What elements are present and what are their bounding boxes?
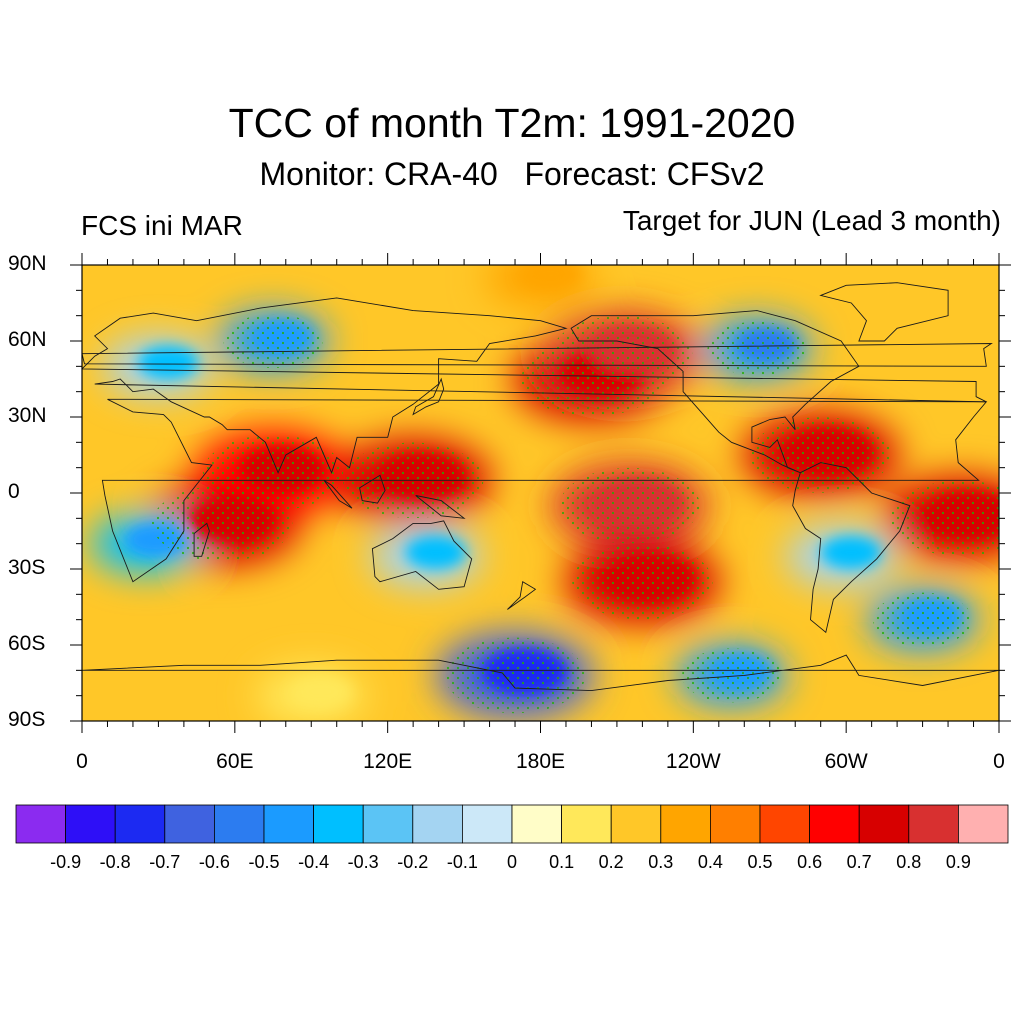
colorbar-label: 0.9 (945, 852, 971, 872)
axis-ticks (70, 253, 1011, 733)
field-core-australia (405, 535, 467, 569)
coastline-greenland (819, 282, 949, 342)
stipple-southern-ocean-atlantic (873, 592, 973, 647)
coastlines (82, 282, 999, 692)
stipple-canada (707, 321, 807, 376)
colorbar-label: 0.4 (697, 852, 723, 872)
colorbar-label: 0.2 (598, 852, 624, 872)
colorbar-label: 0.1 (549, 852, 575, 872)
colorbar-label: -0.6 (198, 852, 230, 872)
colorbar-label: 0.6 (797, 852, 823, 872)
figure-subtitle: Monitor: CRA-40 Forecast: CFSv2 (259, 156, 765, 192)
colorbar-label: -0.1 (446, 852, 478, 872)
colorbar-label: 0 (506, 852, 518, 872)
initial-month-label: FCS ini MAR (81, 210, 243, 241)
lat-label: 60N (8, 328, 47, 351)
lon-label: 180E (515, 750, 566, 773)
field-core-south-america (820, 535, 882, 569)
lon-label: 60E (216, 750, 254, 773)
lon-label: 0 (993, 750, 1005, 773)
lat-label: 30S (8, 556, 46, 579)
stipple-south-pacific (572, 543, 713, 620)
colorbar-label: -0.8 (99, 852, 131, 872)
coastline-sumatra (323, 479, 353, 509)
field-core-arctic (520, 265, 581, 291)
colorbar-label: 0.3 (648, 852, 674, 872)
figure-title: TCC of month T2m: 1991-2020 (228, 100, 796, 146)
coastline-japan (412, 377, 445, 416)
stipple-indian-ocean-north (202, 434, 344, 511)
lat-label: 90N (8, 252, 47, 275)
colorbar-label: 0.5 (747, 852, 773, 872)
colorbar-label: 0.7 (846, 852, 872, 872)
lon-label: 120E (363, 750, 413, 773)
field-core-antarctic-interior (291, 675, 352, 709)
coastline-new-zealand (507, 580, 537, 610)
stipple-tropical-pacific (559, 467, 700, 544)
colorbar-label: -0.3 (347, 852, 379, 872)
lon-label: 0 (76, 750, 88, 773)
coastline-north-america (570, 310, 860, 474)
colorbar-label: -0.4 (298, 852, 330, 872)
significance-stippling (151, 314, 999, 714)
coastline-uk (82, 343, 993, 367)
coastline-new-guinea (415, 495, 466, 519)
target-month-label: Target for JUN (Lead 3 month) (622, 205, 1001, 236)
stipple-caribbean (750, 417, 891, 493)
lat-label: 90S (8, 708, 46, 731)
stipple-siberia (223, 314, 323, 368)
coastline-antarctica (82, 654, 999, 692)
lat-label: 30N (8, 404, 47, 427)
colorbar-label: -0.7 (149, 852, 181, 872)
coastline-south-america (792, 462, 911, 634)
map-field (82, 265, 999, 721)
stipple-ross-sea (444, 637, 586, 714)
coastline-madagascar (193, 522, 210, 557)
field-core-eastern-europe (138, 345, 199, 379)
lon-label: 120W (665, 750, 721, 773)
colorbar-label: -0.2 (397, 852, 429, 872)
coastline-africa (101, 398, 988, 583)
colorbar-label: -0.9 (50, 852, 82, 872)
stipple-amundsen-sea (682, 648, 782, 703)
lon-label: 60W (824, 750, 868, 773)
lat-label: 60S (8, 632, 46, 655)
stipple-tropical-atlantic (890, 480, 999, 557)
coastline-indonesia-borneo (359, 474, 386, 504)
stipple-gulf-of-alaska (551, 315, 693, 392)
coastline-australia (371, 520, 473, 590)
colorbar-label: -0.5 (248, 852, 280, 872)
colorbar-label: 0.8 (896, 852, 922, 872)
coastline-europe-asia (82, 297, 987, 474)
lat-label: 0 (8, 480, 20, 503)
